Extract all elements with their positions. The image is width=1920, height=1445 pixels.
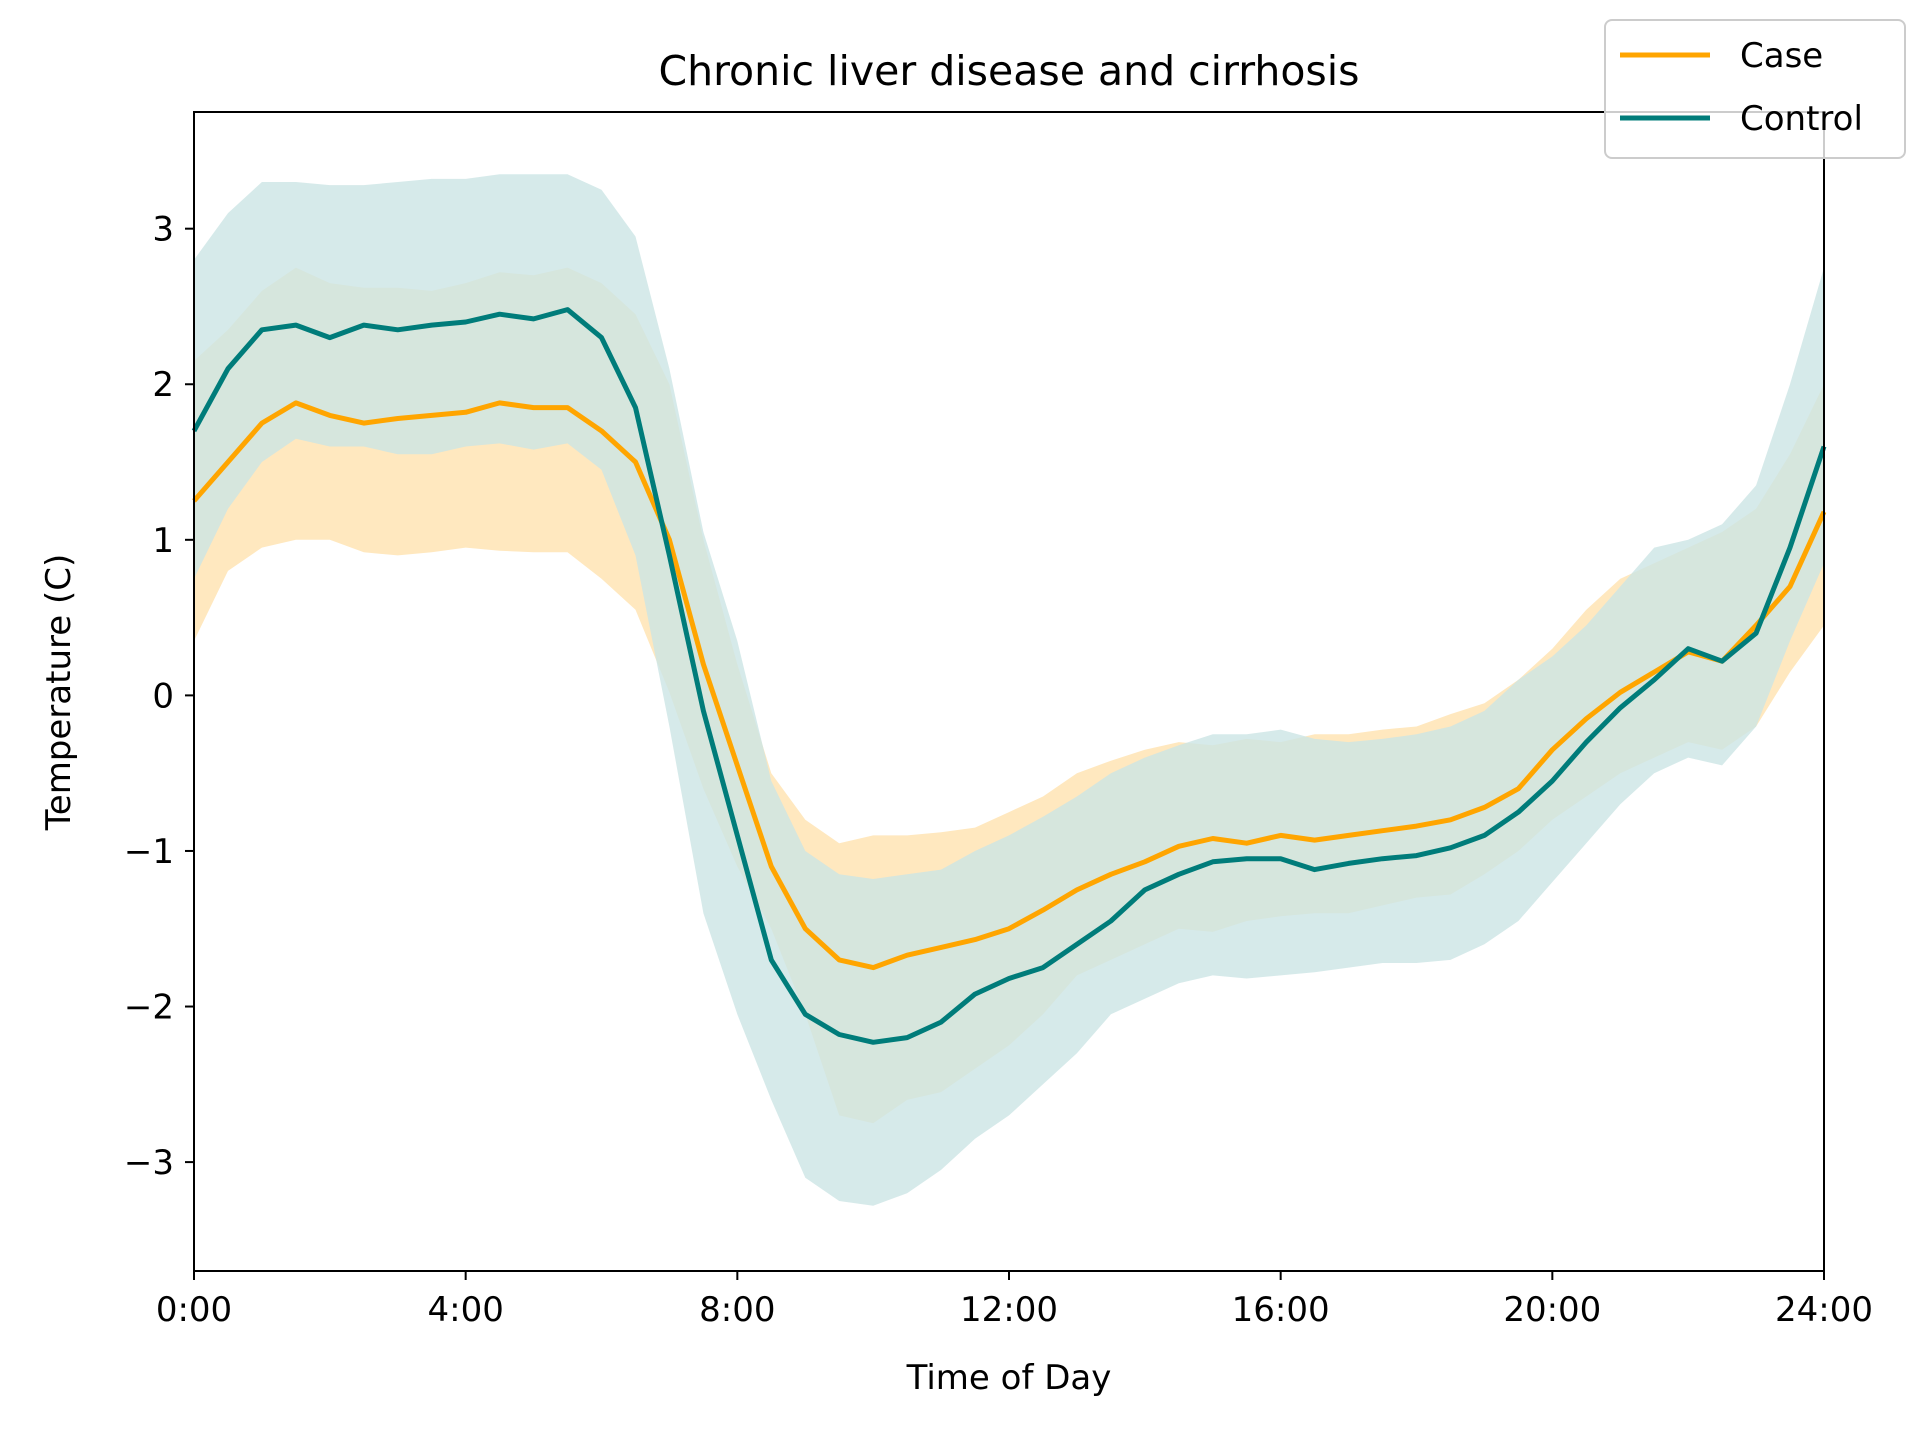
y-axis: 3 2 1 0 −1 −2 −3 — [124, 210, 194, 1183]
y-tick-label: −1 — [124, 832, 174, 872]
band-case — [194, 267, 1824, 1124]
x-tick-label: 16:00 — [1232, 1290, 1330, 1330]
x-axis-label: Time of Day — [906, 1358, 1112, 1398]
x-tick-label: 0:00 — [156, 1290, 232, 1330]
x-tick-label: 24:00 — [1775, 1290, 1873, 1330]
x-tick-label: 8:00 — [699, 1290, 775, 1330]
line-case — [192, 400, 1827, 971]
series-lines — [191, 307, 1827, 1045]
y-tick-label: 0 — [152, 676, 174, 716]
y-tick-label: −3 — [124, 1143, 174, 1183]
y-tick-label: 1 — [152, 521, 174, 561]
y-tick-label: 3 — [152, 210, 174, 250]
y-tick-label: −2 — [124, 988, 174, 1028]
x-tick-label: 20:00 — [1503, 1290, 1601, 1330]
x-axis: 0:00 4:00 8:00 12:00 16:00 20:00 24:00 — [156, 1271, 1873, 1330]
confidence-bands — [194, 174, 1824, 1206]
x-tick-label: 4:00 — [427, 1290, 503, 1330]
x-tick-label: 12:00 — [960, 1290, 1058, 1330]
legend: Case Control — [1604, 19, 1906, 159]
y-axis-label: Temperature (C) — [39, 554, 79, 831]
chart-title: Chronic liver disease and cirrhosis — [658, 47, 1359, 95]
band-control — [194, 174, 1824, 1206]
line-control — [191, 307, 1827, 1045]
legend-label-control: Control — [1740, 99, 1863, 139]
y-tick-label: 2 — [152, 365, 174, 405]
legend-label-case: Case — [1740, 36, 1823, 76]
